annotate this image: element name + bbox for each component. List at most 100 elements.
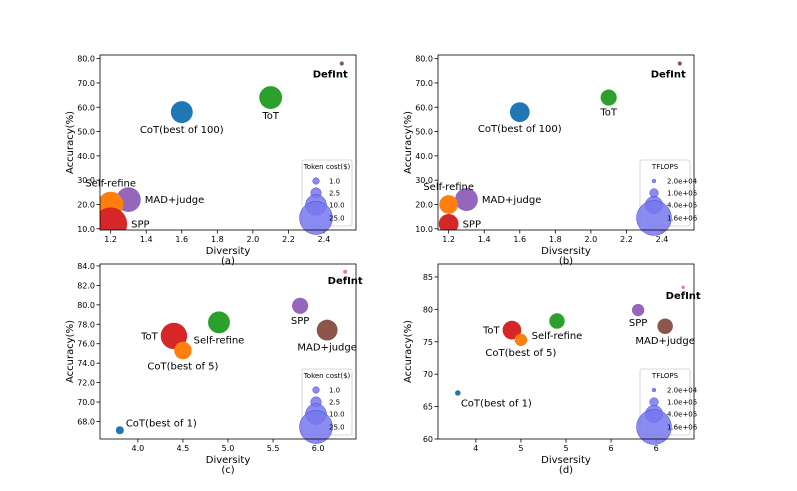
point-label-cot-best-of-1-: CoT(best of 1) <box>461 399 532 410</box>
point-label-self-refine: Self-refine <box>85 179 136 190</box>
y-axis-label: Accuracy(%) <box>403 320 414 383</box>
x-tick-label: 2.2 <box>282 235 295 244</box>
panel-c: 4.0 4.5 5.0 5.5 6.0 68.0 70.0 72.0 74.0 76.0 78.0 8… <box>65 262 363 476</box>
data-point-self-refine <box>208 311 230 334</box>
x-tick-label: 6.0 <box>312 444 325 453</box>
point-label-spp: SPP <box>131 219 149 230</box>
points-layer <box>115 269 348 435</box>
x-tick-label: 4 <box>473 444 478 453</box>
data-point-spp <box>438 214 459 230</box>
legend-marker <box>651 178 657 184</box>
legend-entry-label: 2.5 <box>329 399 340 407</box>
y-tick-label: 80 <box>423 305 433 314</box>
y-tick-label: 30.0 <box>77 176 95 185</box>
data-point-spp <box>292 297 309 314</box>
point-label-cot-best-of-1-: CoT(best of 1) <box>126 418 197 429</box>
x-tick-label: 1.2 <box>442 235 455 244</box>
legend-entry-label: 25.0 <box>329 215 345 223</box>
y-tick-label: 20.0 <box>415 200 433 209</box>
x-tick-label: 2.0 <box>247 235 260 244</box>
legend-title: TFLOPS <box>651 163 679 171</box>
y-tick-label: 70.0 <box>77 79 95 88</box>
data-point-cot-best-of-100- <box>170 101 193 124</box>
point-label-spp: SPP <box>291 316 309 327</box>
point-label-self-refine: Self-refine <box>194 335 245 346</box>
panel-d: 4 5 5 6 6 60 65 70 75 80 85 Divsersity(d) Accuracy(%… <box>403 263 701 476</box>
data-point-tot <box>502 320 522 340</box>
data-point-defint <box>681 285 685 289</box>
x-tick-label: 2.0 <box>585 235 598 244</box>
points-layer <box>438 61 682 230</box>
point-label-tot: ToT <box>599 108 618 119</box>
x-tick-label: 4.0 <box>131 444 144 453</box>
y-tick-label: 70 <box>423 370 433 379</box>
y-tick-label: 84.0 <box>77 262 95 271</box>
x-tick-label: 1.2 <box>104 235 117 244</box>
point-label-mad-judge: MAD+judge <box>145 195 205 206</box>
x-tick-label: 1.6 <box>513 235 526 244</box>
point-label-self-refine: Self-refine <box>423 182 474 193</box>
legend-entry-label: 10.0 <box>329 411 345 419</box>
y-tick-label: 76.0 <box>77 340 95 349</box>
x-tick-label: 1.8 <box>549 235 562 244</box>
axes-frame <box>437 54 695 231</box>
data-point-tot <box>259 86 283 109</box>
y-tick-label: 10.0 <box>415 225 433 234</box>
data-point-defint <box>339 61 344 66</box>
y-axis-label: Accuracy(%) <box>65 320 76 383</box>
y-tick-label: 50.0 <box>77 128 95 137</box>
point-label-tot: ToT <box>261 111 280 122</box>
axes-frame <box>437 263 695 440</box>
point-label-tot: ToT <box>482 326 501 337</box>
point-label-cot-best-of-100-: CoT(best of 100) <box>478 124 562 135</box>
x-tick-label: 1.8 <box>211 235 224 244</box>
y-axis-label: Accuracy(%) <box>65 111 76 174</box>
axes-frame <box>99 263 357 440</box>
legend-marker <box>649 188 659 198</box>
y-tick-label: 40.0 <box>77 152 95 161</box>
x-tick-label: 6 <box>609 444 614 453</box>
x-axis-label: Divsersity <box>541 246 591 257</box>
legend-entry-label: 2.0e+04 <box>667 178 698 186</box>
point-label-defint: DefInt <box>651 70 686 81</box>
data-point-defint <box>343 269 348 274</box>
panel-caption: (b) <box>559 256 573 267</box>
x-tick-label: 1.6 <box>175 235 188 244</box>
x-axis-label: Diversity <box>206 455 251 466</box>
y-tick-label: 60.0 <box>77 103 95 112</box>
point-label-mad-judge: MAD+judge <box>482 195 542 206</box>
x-tick-label: 1.4 <box>140 235 153 244</box>
y-tick-label: 60 <box>423 435 433 444</box>
x-tick-label: 5.5 <box>267 444 280 453</box>
points-layer <box>100 61 344 230</box>
y-tick-label: 85 <box>423 273 433 282</box>
legend-marker <box>299 201 333 235</box>
legend-entry-label: 1.0 <box>329 178 340 186</box>
panel-caption: (a) <box>221 256 235 267</box>
legend-title: TFLOPS <box>651 372 679 380</box>
legend-entry-label: 1.0 <box>329 387 340 395</box>
y-tick-label: 74.0 <box>77 359 95 368</box>
legend-entry-label: 10.0 <box>329 202 345 210</box>
x-tick-label: 5 <box>518 444 523 453</box>
x-tick-label: 4.5 <box>177 444 190 453</box>
data-point-self-refine <box>439 195 459 214</box>
y-tick-label: 20.0 <box>77 200 95 209</box>
x-tick-label: 2.4 <box>318 235 331 244</box>
legend-marker <box>312 386 320 394</box>
y-tick-label: 50.0 <box>415 128 433 137</box>
point-label-cot-best-of-5-: CoT(best of 5) <box>485 348 556 359</box>
y-tick-label: 80.0 <box>415 55 433 64</box>
axes-frame <box>99 54 357 231</box>
legend-entry-label: 2.5 <box>329 190 340 198</box>
y-tick-label: 80.0 <box>77 301 95 310</box>
data-point-cot-best-of-5- <box>174 341 192 360</box>
legend-marker <box>636 409 672 445</box>
x-tick-label: 5.0 <box>222 444 235 453</box>
legend-entry-label: 25.0 <box>329 424 345 432</box>
legend-marker <box>651 387 657 393</box>
panel-b: 1.2 1.4 1.6 1.8 2.0 2.2 2.4 10.0 20.0 30.0 40.0 50.… <box>403 54 698 267</box>
x-axis-label: Divsersity <box>541 455 591 466</box>
legend-entry-label: 1.6e+06 <box>667 215 698 223</box>
